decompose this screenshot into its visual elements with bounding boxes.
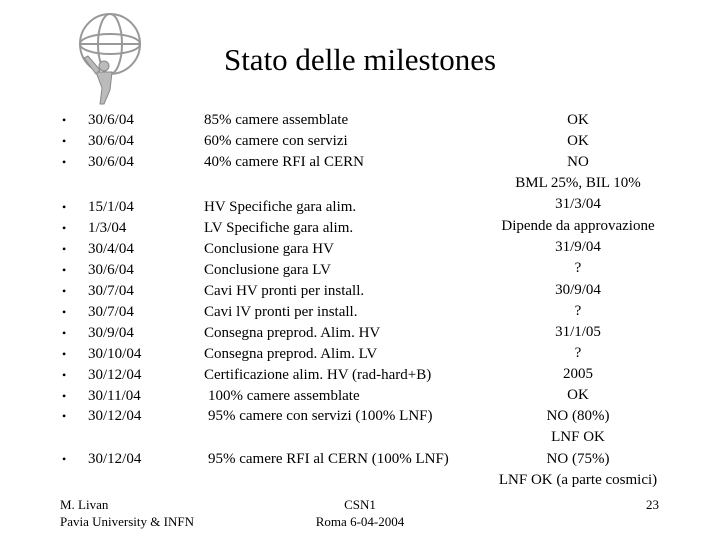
milestone-status: ? (574, 260, 582, 276)
milestone-date: 30/11/04 (62, 387, 141, 405)
milestone-task: Consegna preprod. Alim. LV (204, 346, 378, 362)
milestone-date: 30/6/04 (62, 111, 134, 129)
milestone-task: 40% camere RFI al CERN (204, 154, 364, 170)
milestone-status: OK (567, 387, 589, 403)
milestone-date: 30/4/04 (62, 240, 134, 258)
milestone-status: OK (567, 112, 589, 128)
milestone-date: 15/1/04 (62, 198, 134, 216)
milestone-status: 31/1/05 (555, 324, 601, 340)
milestone-task: LV Specifiche gara alim. (204, 220, 354, 236)
logo (79, 13, 141, 105)
milestone-task: 95% camere con servizi (100% LNF) (208, 408, 433, 424)
milestone-task: Cavi lV pronti per install. (204, 304, 358, 320)
milestone-status: OK (567, 133, 589, 149)
milestone-status: ? (574, 345, 582, 361)
milestone-status: 30/9/04 (555, 282, 601, 298)
slide-title: Stato delle milestones (223, 42, 497, 77)
footer-event: CSN1 (344, 497, 376, 512)
milestone-status: 31/3/04 (555, 196, 601, 212)
milestone-date: 30/12/04 (62, 407, 142, 425)
milestone-date: 30/7/04 (62, 282, 134, 300)
milestone-task: Consegna preprod. Alim. HV (204, 325, 381, 341)
milestone-date: 30/9/04 (62, 324, 134, 342)
milestone-status: Dipende da approvazione (501, 218, 655, 234)
milestone-status: NO (80%) (546, 408, 610, 424)
milestone-status: ? (574, 303, 582, 319)
footer-author: M. Livan (60, 497, 109, 512)
milestone-status: LNF OK (551, 429, 605, 445)
milestone-task: Conclusione gara LV (204, 262, 331, 278)
footer-date: Roma 6-04-2004 (315, 514, 405, 529)
milestone-status: LNF OK (a parte cosmici) (498, 472, 658, 488)
milestone-status: 31/9/04 (555, 239, 601, 255)
milestone-task: HV Specifiche gara alim. (204, 199, 357, 215)
milestone-task: Cavi HV pronti per install. (204, 283, 365, 299)
footer-affiliation: Pavia University & INFN (60, 514, 194, 529)
milestone-task: 85% camere assemblate (204, 112, 349, 128)
milestone-date: 30/12/04 (62, 366, 142, 384)
page-number: 23 (646, 497, 659, 512)
milestone-status: NO (567, 154, 589, 170)
milestone-date: 30/6/04 (62, 153, 134, 171)
milestone-date: 30/10/04 (62, 345, 142, 363)
milestone-date: 30/12/04 (62, 450, 142, 468)
milestone-date: 30/7/04 (62, 303, 134, 321)
milestone-status: 2005 (563, 366, 593, 382)
milestone-task: 95% camere RFI al CERN (100% LNF) (208, 451, 449, 467)
milestone-date: 30/6/04 (62, 132, 134, 150)
milestone-status: BML 25%, BIL 10% (515, 175, 641, 191)
milestone-task: 100% camere assemblate (208, 388, 360, 404)
milestone-status: NO (75%) (546, 451, 610, 467)
milestone-date: 1/3/04 (62, 219, 127, 237)
milestone-task: Conclusione gara HV (204, 241, 334, 257)
milestone-task: Certificazione alim. HV (rad-hard+B) (204, 367, 432, 383)
milestone-date: 30/6/04 (62, 261, 134, 279)
milestone-task: 60% camere con servizi (204, 133, 348, 149)
